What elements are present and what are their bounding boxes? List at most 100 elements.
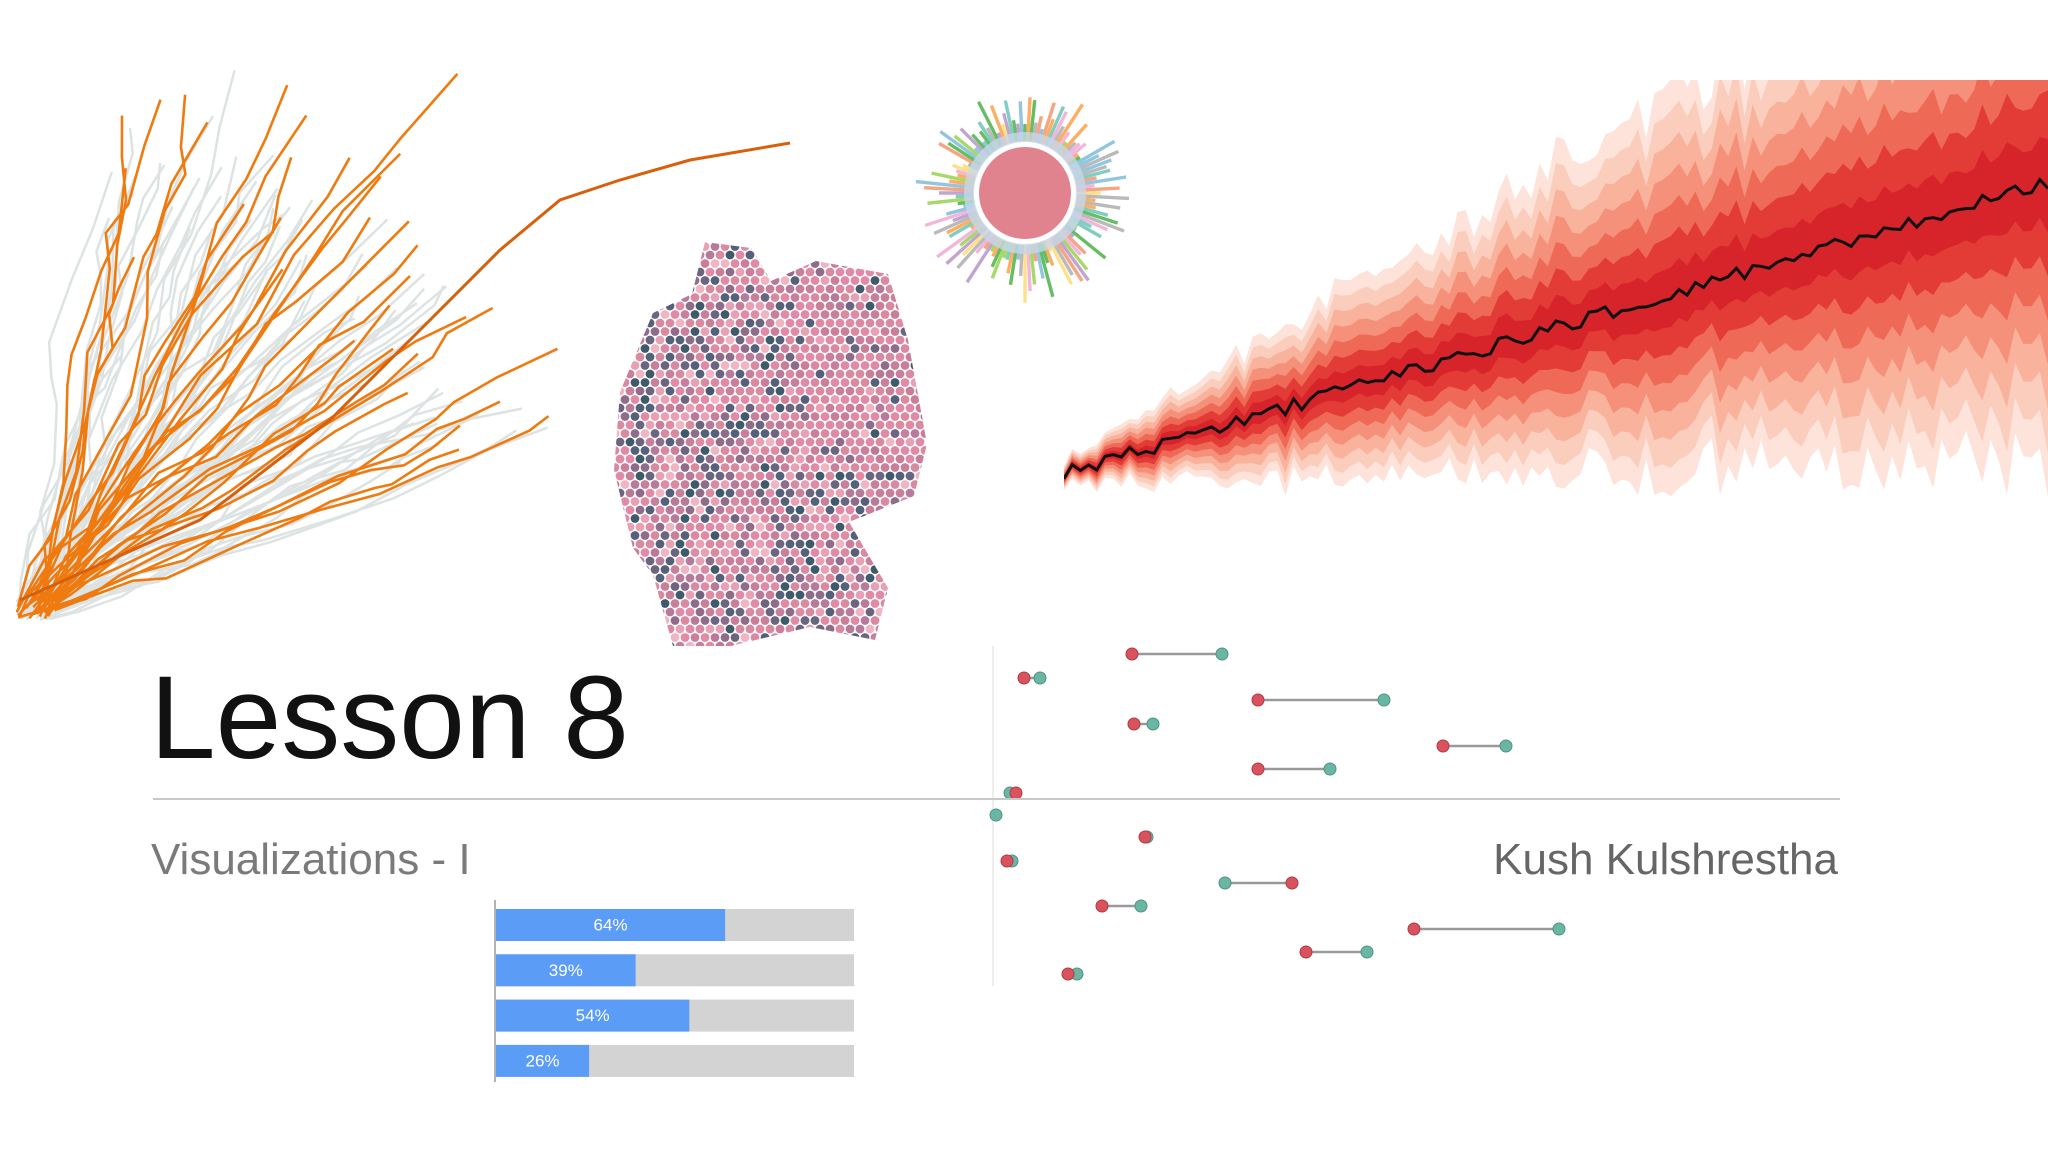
hex xyxy=(645,607,655,617)
hex xyxy=(830,412,840,421)
hex xyxy=(665,505,675,515)
hex xyxy=(770,548,780,557)
hex xyxy=(795,624,805,634)
hex xyxy=(775,352,785,362)
hex xyxy=(765,352,775,362)
hex xyxy=(640,242,650,251)
hex xyxy=(615,318,625,328)
hex xyxy=(795,267,805,277)
hex xyxy=(614,616,620,625)
hex xyxy=(630,344,640,353)
hex xyxy=(615,284,625,294)
hex xyxy=(705,471,715,481)
hex xyxy=(690,276,700,285)
hex xyxy=(680,429,690,438)
hex xyxy=(765,420,775,430)
hex xyxy=(750,633,760,642)
hex xyxy=(725,505,735,515)
hex xyxy=(875,250,885,260)
hex xyxy=(620,327,630,336)
hex xyxy=(915,335,925,345)
hex xyxy=(845,403,855,413)
hex xyxy=(755,352,765,362)
hex xyxy=(735,624,745,634)
hex xyxy=(900,599,910,608)
hex xyxy=(705,335,715,345)
hex xyxy=(710,412,720,421)
title: Lesson 8 xyxy=(150,652,629,784)
hex xyxy=(760,242,770,251)
hex xyxy=(615,573,625,583)
hex xyxy=(614,454,615,464)
hex xyxy=(700,565,710,574)
hex xyxy=(805,386,815,396)
fan-band xyxy=(1064,90,2048,482)
hex xyxy=(895,318,905,328)
hex xyxy=(825,522,835,532)
hex xyxy=(795,505,805,515)
hex xyxy=(795,369,805,379)
hex xyxy=(850,582,860,591)
hex xyxy=(820,497,830,506)
hex xyxy=(655,624,665,634)
hex xyxy=(865,267,875,277)
hex xyxy=(700,429,710,438)
hex xyxy=(614,599,620,608)
hex xyxy=(650,429,660,438)
hex xyxy=(860,310,870,319)
hex xyxy=(785,556,795,566)
hex xyxy=(770,480,780,489)
hex xyxy=(675,318,685,328)
hex xyxy=(920,633,927,642)
hex xyxy=(905,437,915,447)
hex xyxy=(885,335,895,345)
hex xyxy=(750,361,760,370)
hex xyxy=(900,395,910,404)
hex xyxy=(855,641,865,646)
hex xyxy=(614,641,615,646)
hex xyxy=(795,539,805,549)
hex xyxy=(630,514,640,523)
hex xyxy=(695,624,705,634)
hex xyxy=(815,556,825,566)
hex xyxy=(710,293,720,302)
dumbbell-end xyxy=(1499,739,1513,753)
hex xyxy=(755,556,765,566)
hex xyxy=(760,344,770,353)
hex xyxy=(645,386,655,396)
hex xyxy=(670,276,680,285)
hex xyxy=(695,352,705,362)
hex xyxy=(650,633,660,642)
hex xyxy=(705,250,715,260)
hex xyxy=(730,548,740,557)
hex xyxy=(660,395,670,404)
hex xyxy=(875,352,885,362)
hex xyxy=(675,242,685,243)
hex xyxy=(705,522,715,532)
hex xyxy=(780,497,790,506)
hex xyxy=(755,539,765,549)
hex xyxy=(760,582,770,591)
hex xyxy=(725,641,735,646)
hex xyxy=(815,242,825,243)
hex xyxy=(665,242,675,243)
hex xyxy=(685,624,695,634)
hex xyxy=(870,293,880,302)
hex xyxy=(865,539,875,549)
hex xyxy=(830,327,840,336)
hex xyxy=(614,318,615,328)
trajectory xyxy=(28,268,284,620)
hex xyxy=(850,480,860,489)
hex xyxy=(900,446,910,455)
hex xyxy=(740,633,750,642)
hex xyxy=(685,242,695,243)
hex xyxy=(885,437,895,447)
hex xyxy=(790,378,800,387)
hex xyxy=(635,607,645,617)
hex xyxy=(620,446,630,455)
hex xyxy=(625,318,635,328)
hex xyxy=(735,386,745,396)
hex xyxy=(665,284,675,294)
hex xyxy=(740,327,750,336)
hex xyxy=(750,616,760,625)
